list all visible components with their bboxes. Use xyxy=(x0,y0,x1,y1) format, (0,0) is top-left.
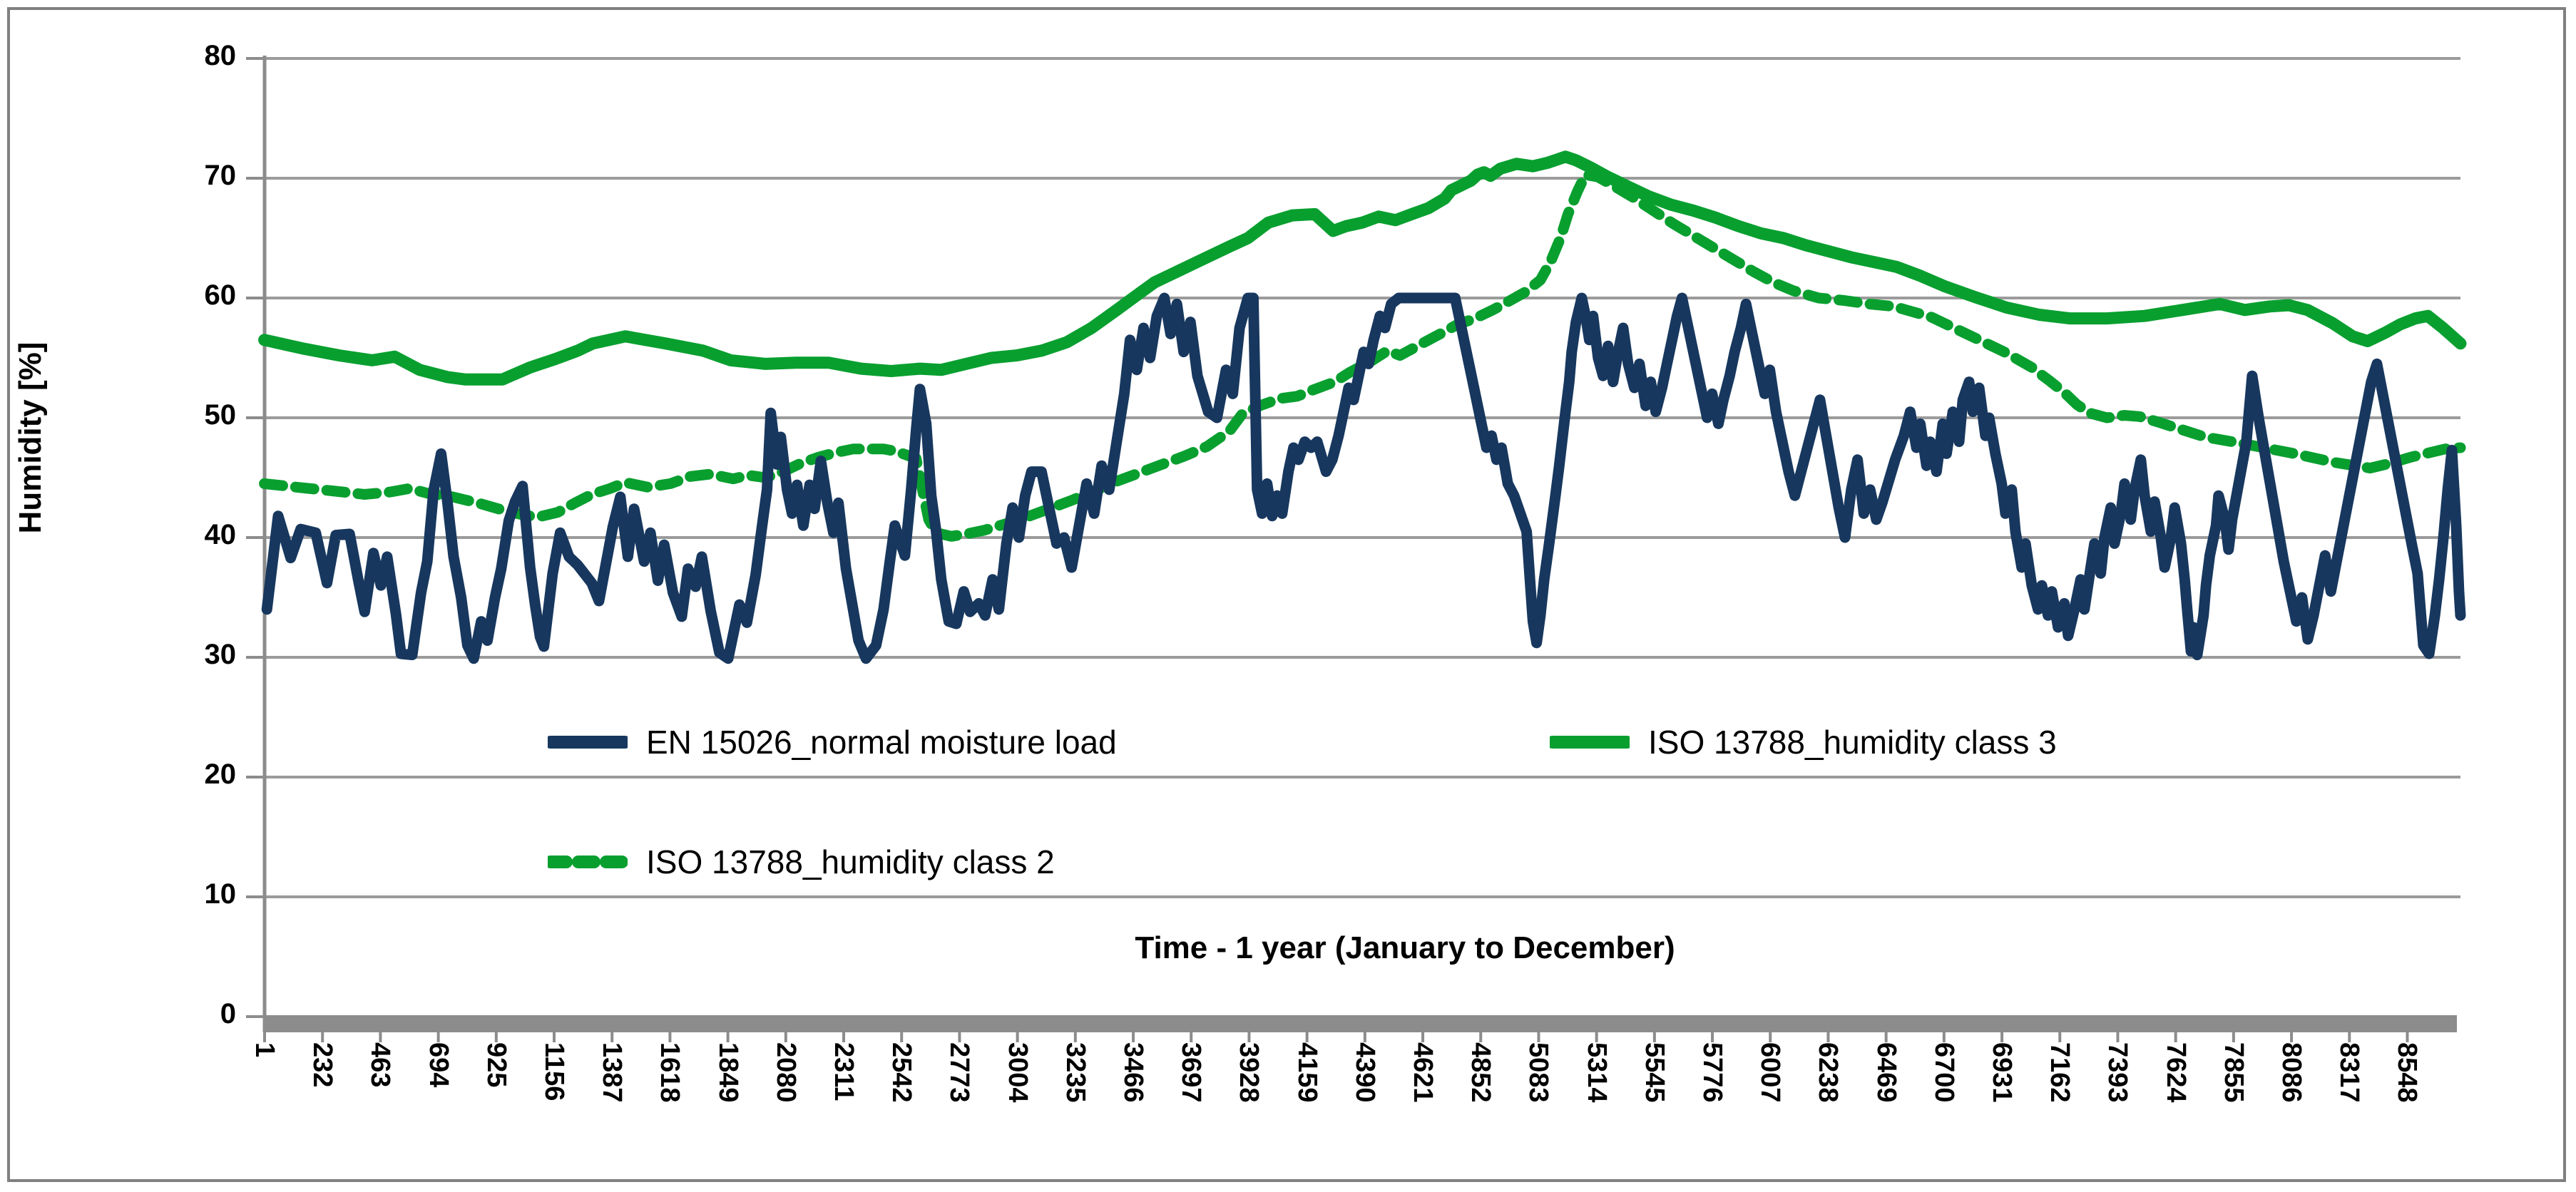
x-tick-label-6007: 6007 xyxy=(1755,1042,1786,1103)
y-tick-label-20: 20 xyxy=(204,759,237,790)
legend-swatch-dashed-green xyxy=(548,856,628,868)
x-tick-label-2542: 2542 xyxy=(886,1042,917,1103)
x-axis-bar xyxy=(265,1015,2457,1032)
x-tick-label-6238: 6238 xyxy=(1813,1042,1844,1103)
x-tick-label-2080: 2080 xyxy=(770,1042,801,1103)
x-tick-label-4159: 4159 xyxy=(1292,1042,1322,1103)
x-tick-label-1618: 1618 xyxy=(655,1042,685,1103)
x-tick-label-694: 694 xyxy=(423,1042,454,1088)
x-tick-label-2311: 2311 xyxy=(829,1042,859,1101)
figure-border xyxy=(7,7,2566,1182)
series-iso13788-class2-line xyxy=(259,169,2466,542)
legend-item-iso13788-class2: ISO 13788_humidity class 2 xyxy=(548,843,1055,881)
x-tick-label-232: 232 xyxy=(307,1042,338,1088)
x-tick-label-7162: 7162 xyxy=(2045,1042,2075,1103)
x-tick-label-6469: 6469 xyxy=(1871,1042,1901,1103)
x-tick-label-1156: 1156 xyxy=(539,1042,569,1101)
x-tick-label-6700: 6700 xyxy=(1928,1042,1959,1103)
x-tick-label-3004: 3004 xyxy=(1002,1042,1033,1103)
y-tick-label-30: 30 xyxy=(204,639,237,670)
x-tick-label-925: 925 xyxy=(481,1042,511,1088)
y-tick-label-60: 60 xyxy=(204,279,237,311)
x-tick-label-7624: 7624 xyxy=(2160,1042,2191,1103)
x-tick-label-5545: 5545 xyxy=(1639,1042,1670,1103)
legend-label: ISO 13788_humidity class 2 xyxy=(646,843,1055,880)
legend-item-iso13788-class3: ISO 13788_humidity class 3 xyxy=(1550,723,2057,761)
y-tick-label-0: 0 xyxy=(220,998,236,1029)
x-tick-label-6931: 6931 xyxy=(1987,1042,2018,1103)
x-tick-label-8086: 8086 xyxy=(2276,1042,2307,1103)
legend-swatch-solid-navy xyxy=(548,736,628,749)
y-axis-title: Humidity [%] xyxy=(13,341,48,534)
y-tick-label-40: 40 xyxy=(204,519,237,550)
x-tick-label-5083: 5083 xyxy=(1523,1042,1554,1103)
x-tick-label-3235: 3235 xyxy=(1060,1042,1090,1103)
x-tick-label-4621: 4621 xyxy=(1408,1042,1438,1103)
legend-swatch-solid-green xyxy=(1550,736,1630,749)
x-tick-label-3697: 3697 xyxy=(1176,1042,1207,1103)
x-tick-label-1387: 1387 xyxy=(597,1042,628,1103)
x-tick-label-5314: 5314 xyxy=(1581,1042,1612,1103)
x-tick-label-1: 1 xyxy=(250,1042,280,1058)
x-tick-label-7393: 7393 xyxy=(2102,1042,2133,1103)
legend-item-en15026: EN 15026_normal moisture load xyxy=(548,723,1117,761)
x-tick-label-2773: 2773 xyxy=(944,1042,975,1103)
x-tick-label-5776: 5776 xyxy=(1697,1042,1728,1103)
x-tick-label-3928: 3928 xyxy=(1234,1042,1264,1103)
y-tick-label-80: 80 xyxy=(204,40,237,71)
y-tick-label-10: 10 xyxy=(204,878,237,910)
x-tick-label-1849: 1849 xyxy=(712,1042,743,1103)
y-tick-label-50: 50 xyxy=(204,399,237,431)
x-tick-label-463: 463 xyxy=(365,1042,396,1088)
x-tick-label-4390: 4390 xyxy=(1349,1042,1380,1103)
x-tick-label-8317: 8317 xyxy=(2334,1042,2365,1103)
series-iso13788-class3-line xyxy=(258,150,2467,386)
legend-label: ISO 13788_humidity class 3 xyxy=(1648,724,2057,761)
x-tick-label-4852: 4852 xyxy=(1466,1042,1496,1103)
y-tick-label-70: 70 xyxy=(204,160,237,191)
series-en15026-line xyxy=(261,292,2466,664)
legend-label: EN 15026_normal moisture load xyxy=(646,724,1117,761)
x-tick-label-7855: 7855 xyxy=(2218,1042,2249,1103)
x-axis-title: Time - 1 year (January to December) xyxy=(1135,930,1675,965)
x-tick-label-8548: 8548 xyxy=(2392,1042,2423,1103)
x-tick-label-3466: 3466 xyxy=(1118,1042,1149,1103)
